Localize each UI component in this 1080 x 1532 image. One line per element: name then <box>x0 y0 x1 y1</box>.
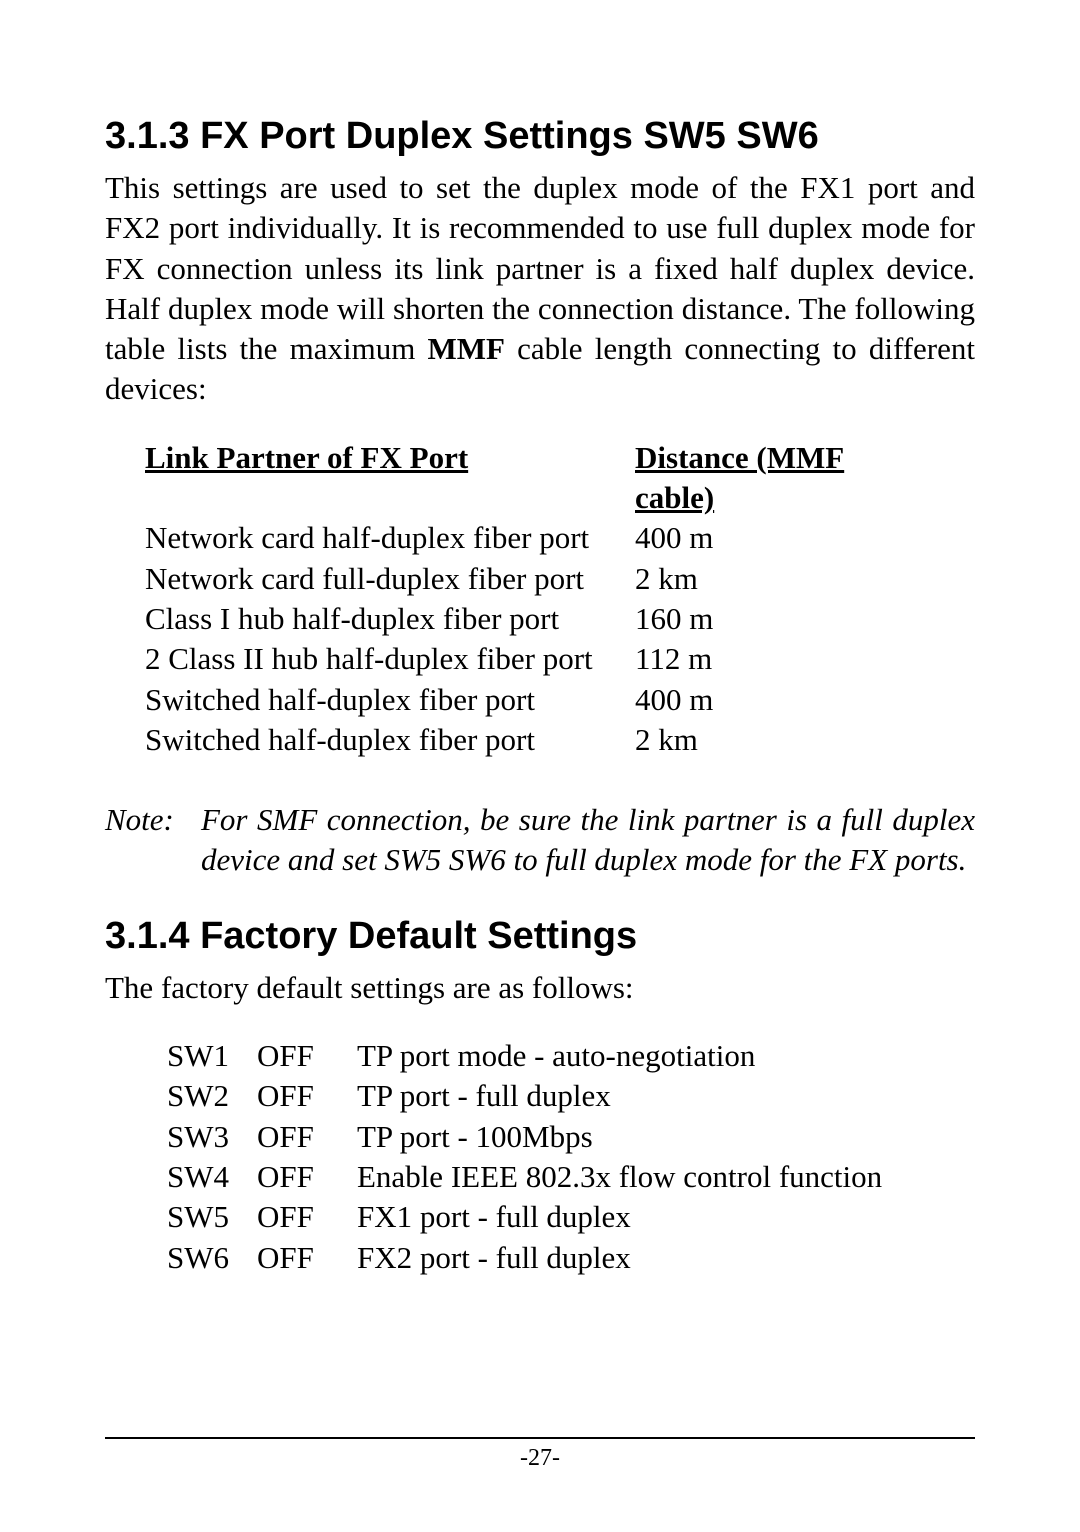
table-row: Network card full-duplex fiber port 2 km <box>145 559 975 599</box>
table-row: Switched half-duplex fiber port 400 m <box>145 680 975 720</box>
defaults-desc: TP port - 100Mbps <box>357 1117 975 1157</box>
table-cell: 400 m <box>635 680 895 720</box>
page-footer: -27- <box>105 1437 975 1472</box>
defaults-desc: TP port mode - auto-negotiation <box>357 1036 975 1076</box>
defaults-row: SW1 OFF TP port mode - auto-negotiation <box>167 1036 975 1076</box>
defaults-row: SW2 OFF TP port - full duplex <box>167 1076 975 1116</box>
table-cell: Network card half-duplex fiber port <box>145 518 635 558</box>
defaults-state: OFF <box>257 1076 357 1116</box>
defaults-sw: SW5 <box>167 1197 257 1237</box>
defaults-row: SW4 OFF Enable IEEE 802.3x flow control … <box>167 1157 975 1197</box>
table-row: Class I hub half-duplex fiber port 160 m <box>145 599 975 639</box>
section-313-paragraph: This settings are used to set the duplex… <box>105 168 975 410</box>
para-bold: MMF <box>428 331 505 366</box>
table-cell: 2 km <box>635 720 895 760</box>
defaults-sw: SW4 <box>167 1157 257 1197</box>
defaults-desc: FX1 port - full duplex <box>357 1197 975 1237</box>
section-heading-313: 3.1.3 FX Port Duplex Settings SW5 SW6 <box>105 115 975 158</box>
table-row: Network card half-duplex fiber port 400 … <box>145 518 975 558</box>
table-cell: Class I hub half-duplex fiber port <box>145 599 635 639</box>
defaults-table: SW1 OFF TP port mode - auto-negotiation … <box>167 1036 975 1278</box>
defaults-desc: TP port - full duplex <box>357 1076 975 1116</box>
defaults-row: SW5 OFF FX1 port - full duplex <box>167 1197 975 1237</box>
table-row: Switched half-duplex fiber port 2 km <box>145 720 975 760</box>
defaults-state: OFF <box>257 1197 357 1237</box>
page-number: -27- <box>520 1445 560 1471</box>
section-heading-314: 3.1.4 Factory Default Settings <box>105 915 975 958</box>
defaults-sw: SW3 <box>167 1117 257 1157</box>
table-cell: 2 Class II hub half-duplex fiber port <box>145 639 635 679</box>
defaults-desc: FX2 port - full duplex <box>357 1238 975 1278</box>
table-cell: Network card full-duplex fiber port <box>145 559 635 599</box>
note-label: Note: <box>105 800 201 881</box>
table-cell: Switched half-duplex fiber port <box>145 720 635 760</box>
defaults-state: OFF <box>257 1157 357 1197</box>
table-cell: 160 m <box>635 599 895 639</box>
defaults-row: SW6 OFF FX2 port - full duplex <box>167 1238 975 1278</box>
table-cell: 400 m <box>635 518 895 558</box>
defaults-sw: SW1 <box>167 1036 257 1076</box>
page-content: 3.1.3 FX Port Duplex Settings SW5 SW6 Th… <box>105 115 975 1437</box>
table-header-col2: Distance (MMF cable) <box>635 438 895 519</box>
note-body: For SMF connection, be sure the link par… <box>201 800 975 881</box>
defaults-row: SW3 OFF TP port - 100Mbps <box>167 1117 975 1157</box>
defaults-state: OFF <box>257 1036 357 1076</box>
defaults-sw: SW6 <box>167 1238 257 1278</box>
defaults-desc: Enable IEEE 802.3x flow control function <box>357 1157 975 1197</box>
note-block: Note: For SMF connection, be sure the li… <box>105 800 975 881</box>
distance-table: Link Partner of FX Port Distance (MMF ca… <box>145 438 975 760</box>
table-cell: 112 m <box>635 639 895 679</box>
table-header-row: Link Partner of FX Port Distance (MMF ca… <box>145 438 975 519</box>
table-cell: Switched half-duplex fiber port <box>145 680 635 720</box>
defaults-sw: SW2 <box>167 1076 257 1116</box>
defaults-state: OFF <box>257 1238 357 1278</box>
section-314-intro: The factory default settings are as foll… <box>105 968 975 1008</box>
defaults-state: OFF <box>257 1117 357 1157</box>
table-row: 2 Class II hub half-duplex fiber port 11… <box>145 639 975 679</box>
page: 3.1.3 FX Port Duplex Settings SW5 SW6 Th… <box>0 0 1080 1532</box>
table-cell: 2 km <box>635 559 895 599</box>
table-header-col1: Link Partner of FX Port <box>145 438 635 519</box>
